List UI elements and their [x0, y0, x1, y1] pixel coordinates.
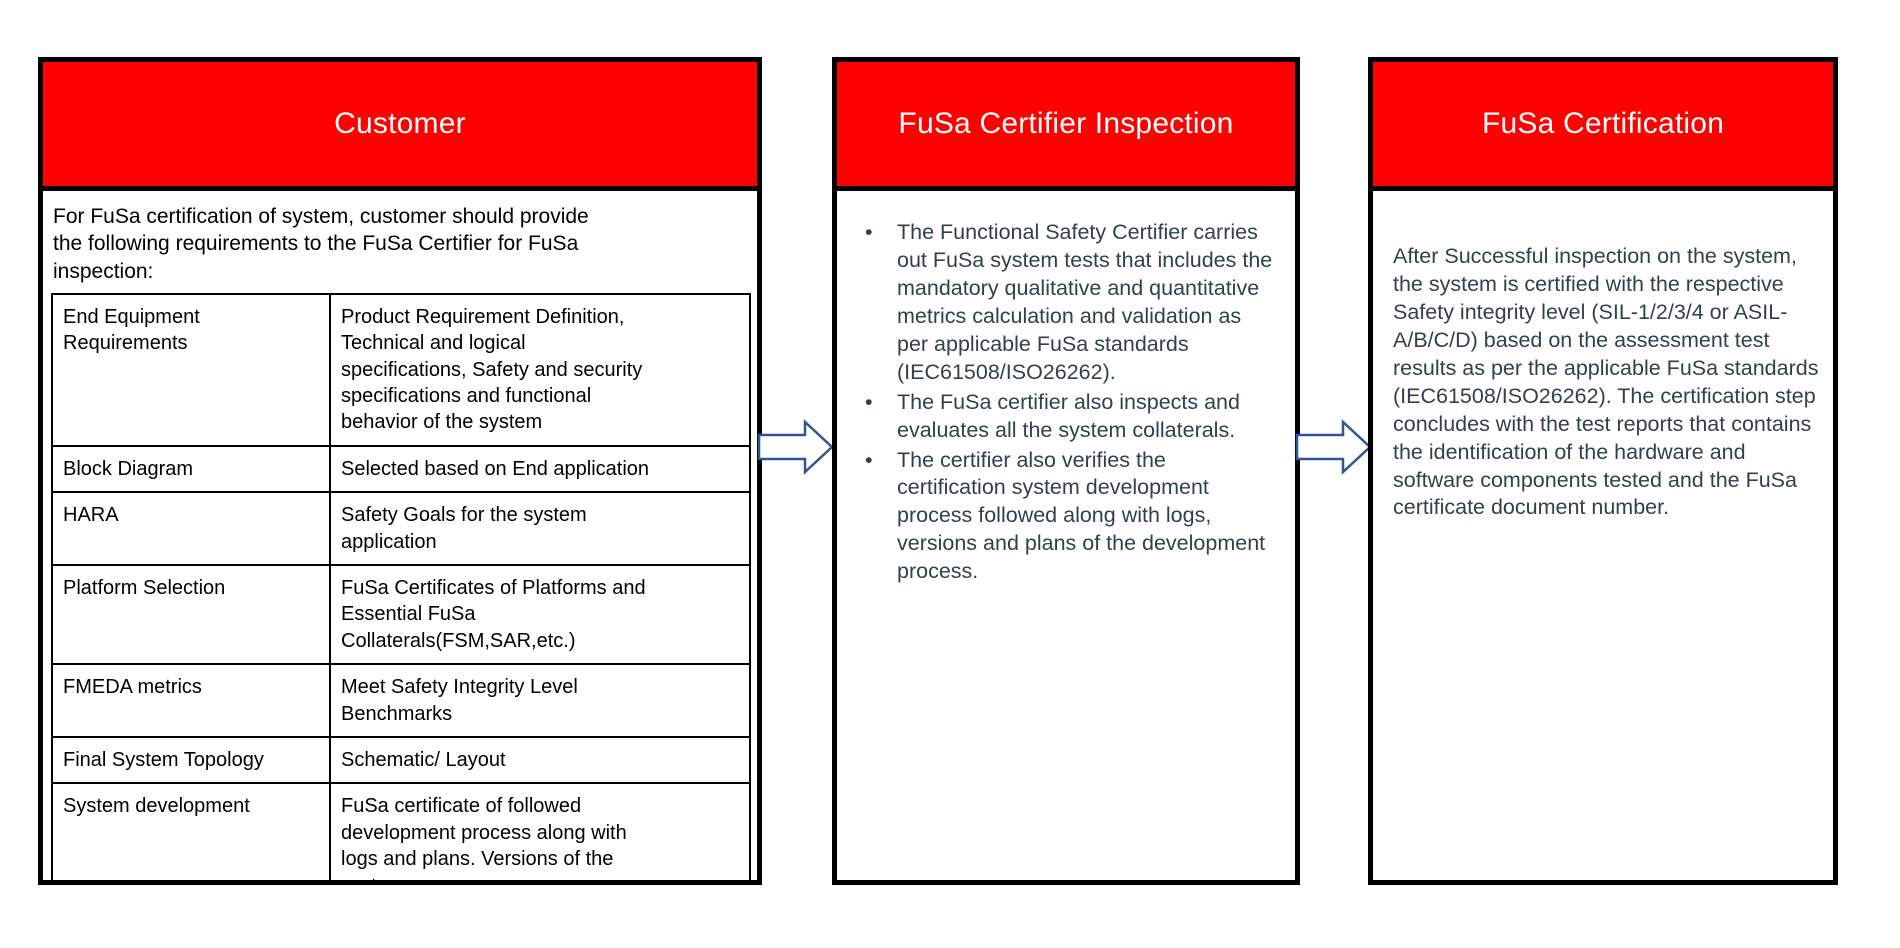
- right-arrow-icon: [1295, 419, 1372, 475]
- list-item: The FuSa certifier also inspects and eva…: [855, 389, 1277, 445]
- certification-body-text: After Successful inspection on the syste…: [1393, 244, 1819, 520]
- requirement-name-cell: End Equipment Requirements: [51, 292, 331, 447]
- requirements-table: End Equipment Requirements Product Requi…: [51, 292, 751, 880]
- table-row: FMEDA metrics Meet Safety Integrity Leve…: [51, 663, 751, 738]
- customer-panel-header: Customer: [43, 62, 757, 191]
- table-row: HARA Safety Goals for the system applica…: [51, 491, 751, 567]
- requirement-desc-cell: Selected based on End application: [329, 444, 751, 494]
- inspection-panel-title: FuSa Certifier Inspection: [898, 107, 1234, 140]
- customer-intro-text: For FuSa certification of system, custom…: [53, 205, 589, 283]
- customer-panel-body: For FuSa certification of system, custom…: [43, 191, 757, 880]
- customer-panel-title: Customer: [334, 107, 466, 140]
- requirement-desc-cell: Schematic/ Layout: [329, 735, 751, 785]
- table-row: Final System Topology Schematic/ Layout: [51, 735, 751, 785]
- fusa-certification-panel: FuSa Certification After Successful insp…: [1368, 57, 1838, 885]
- requirement-name-cell: HARA: [51, 491, 331, 567]
- requirement-name-cell: Block Diagram: [51, 444, 331, 494]
- requirement-desc-cell: Safety Goals for the system application: [329, 491, 751, 567]
- requirement-desc-cell: FuSa Certificates of Platforms and Essen…: [329, 564, 751, 666]
- inspection-panel-header: FuSa Certifier Inspection: [837, 62, 1295, 191]
- list-item: The Functional Safety Certifier carries …: [855, 219, 1277, 387]
- fusa-certifier-inspection-panel: FuSa Certifier Inspection The Functional…: [832, 57, 1300, 885]
- table-row: Platform Selection FuSa Certificates of …: [51, 564, 751, 666]
- inspection-bullet-list: The Functional Safety Certifier carries …: [855, 219, 1277, 586]
- inspection-panel-body: The Functional Safety Certifier carries …: [837, 191, 1295, 880]
- table-row: End Equipment Requirements Product Requi…: [51, 292, 751, 447]
- right-arrow-icon: [757, 419, 834, 475]
- certification-panel-title: FuSa Certification: [1481, 107, 1725, 140]
- requirement-desc-cell: Meet Safety Integrity Level Benchmarks: [329, 663, 751, 738]
- certification-panel-header: FuSa Certification: [1373, 62, 1833, 191]
- requirement-desc-cell: FuSa certificate of followed development…: [329, 782, 751, 880]
- requirement-name-cell: Platform Selection: [51, 564, 331, 666]
- customer-panel: Customer For FuSa certification of syste…: [38, 57, 762, 885]
- list-item: The certifier also verifies the certific…: [855, 447, 1277, 587]
- requirement-name-cell: System development: [51, 782, 331, 880]
- certification-panel-body: After Successful inspection on the syste…: [1373, 191, 1833, 880]
- requirement-name-cell: FMEDA metrics: [51, 663, 331, 738]
- requirement-desc-cell: Product Requirement Definition, Technica…: [329, 292, 751, 447]
- table-row: Block Diagram Selected based on End appl…: [51, 444, 751, 494]
- requirement-name-cell: Final System Topology: [51, 735, 331, 785]
- table-row: System development FuSa certificate of f…: [51, 782, 751, 880]
